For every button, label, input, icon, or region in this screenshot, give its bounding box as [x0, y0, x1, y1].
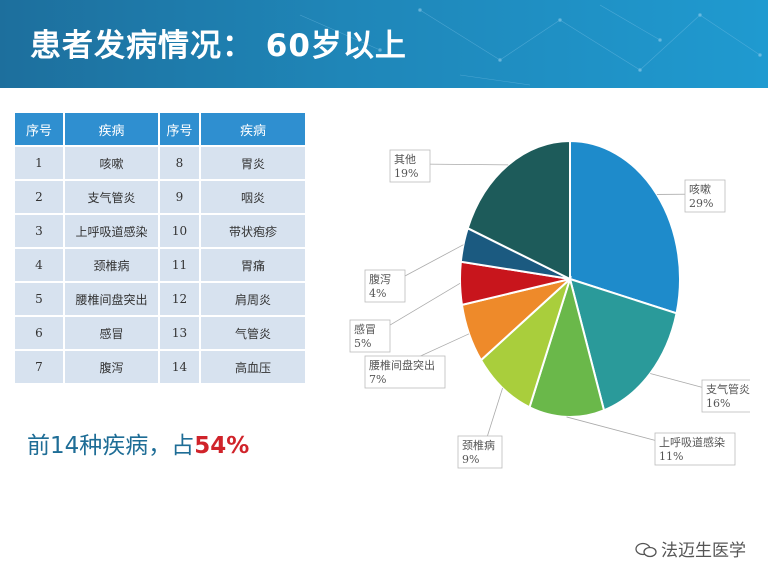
- slice-value: 19%: [394, 167, 418, 180]
- cell-number: 2: [15, 181, 63, 213]
- cell-number: 14: [160, 351, 199, 383]
- header-banner: 患者发病情况： 60岁以上: [0, 0, 768, 88]
- wechat-icon: [635, 542, 657, 558]
- cell-number: 5: [15, 283, 63, 315]
- cell-number: 3: [15, 215, 63, 247]
- header-cell: 序号: [160, 113, 199, 145]
- network-pattern: [299, 4, 762, 86]
- cell-disease: 胃炎: [201, 147, 305, 179]
- cell-disease: 带状疱疹: [201, 215, 305, 247]
- cell-number: 11: [160, 249, 199, 281]
- table-row: 1 咳嗽 8 胃炎: [15, 147, 305, 179]
- watermark-text: 法迈生医学: [661, 541, 746, 561]
- cell-number: 7: [15, 351, 63, 383]
- pie-slice: [569, 139, 681, 315]
- slice-label: 上呼吸道感染: [659, 435, 725, 449]
- slice-value: 29%: [689, 197, 713, 210]
- cell-disease: 腹泻: [65, 351, 158, 383]
- table-row: 5 腰椎间盘突出 12 肩周炎: [15, 283, 305, 315]
- slice-value: 11%: [659, 450, 683, 463]
- summary-text: 前14种疾病，占54%: [27, 426, 249, 460]
- header-cell: 序号: [15, 113, 63, 145]
- slice-label: 咳嗽: [689, 182, 711, 196]
- data-label-box: [389, 149, 431, 183]
- cell-disease: 高血压: [201, 351, 305, 383]
- pie-slice: [568, 277, 678, 412]
- cell-disease: 咽炎: [201, 181, 305, 213]
- data-label-box: [364, 355, 446, 389]
- table-row: 4 颈椎病 11 胃痛: [15, 249, 305, 281]
- table-row: 3 上呼吸道感染 10 带状疱疹: [15, 215, 305, 247]
- cell-number: 1: [15, 147, 63, 179]
- pie-slice: [466, 139, 571, 281]
- slice-label: 腰椎间盘突出: [369, 358, 435, 372]
- cell-disease: 腰椎间盘突出: [65, 283, 158, 315]
- data-label-box: [654, 432, 736, 466]
- header-cell: 疾病: [201, 113, 305, 145]
- data-label-box: [364, 269, 406, 303]
- slice-value: 9%: [462, 453, 479, 466]
- cell-number: 8: [160, 147, 199, 179]
- slice-value: 4%: [369, 287, 386, 300]
- disease-table: 序号 疾病 序号 疾病 1 咳嗽 8 胃炎 2 支气管炎 9 咽炎 3 上呼吸道…: [13, 111, 307, 385]
- page-title: 患者发病情况： 60岁以上: [30, 28, 407, 64]
- slice-label: 感冒: [354, 323, 376, 336]
- slice-label: 腹泻: [369, 272, 391, 286]
- slice-label: 颈椎病: [462, 438, 495, 452]
- cell-number: 13: [160, 317, 199, 349]
- cell-disease: 支气管炎: [65, 181, 158, 213]
- cell-disease: 上呼吸道感染: [65, 215, 158, 247]
- data-label-box: [457, 435, 503, 469]
- cell-disease: 气管炎: [201, 317, 305, 349]
- slice-label: 其他: [394, 153, 416, 166]
- summary-label: 前14种疾病，占: [27, 433, 195, 459]
- slice-value: 5%: [354, 337, 371, 350]
- table-header-row: 序号 疾病 序号 疾病: [15, 113, 305, 145]
- cell-number: 10: [160, 215, 199, 247]
- cell-number: 4: [15, 249, 63, 281]
- slice-label: 支气管炎: [706, 382, 750, 396]
- cell-disease: 胃痛: [201, 249, 305, 281]
- data-label-box: [684, 179, 726, 213]
- slice-value: 7%: [369, 373, 386, 386]
- slice-value: 16%: [706, 397, 730, 410]
- cell-disease: 肩周炎: [201, 283, 305, 315]
- table-row: 6 感冒 13 气管炎: [15, 317, 305, 349]
- cell-number: 6: [15, 317, 63, 349]
- pie-slice: [528, 275, 606, 418]
- cell-disease: 感冒: [65, 317, 158, 349]
- cell-number: 9: [160, 181, 199, 213]
- table-row: 2 支气管炎 9 咽炎: [15, 181, 305, 213]
- data-label-box: [701, 379, 750, 413]
- watermark: 法迈生医学: [635, 536, 746, 561]
- data-label-box: [349, 319, 391, 353]
- table-row: 7 腹泻 14 高血压: [15, 351, 305, 383]
- cell-number: 12: [160, 283, 199, 315]
- cell-disease: 颈椎病: [65, 249, 158, 281]
- leader-line: [414, 163, 509, 166]
- header-cell: 疾病: [65, 113, 158, 145]
- summary-percentage: 54%: [194, 433, 250, 459]
- cell-disease: 咳嗽: [65, 147, 158, 179]
